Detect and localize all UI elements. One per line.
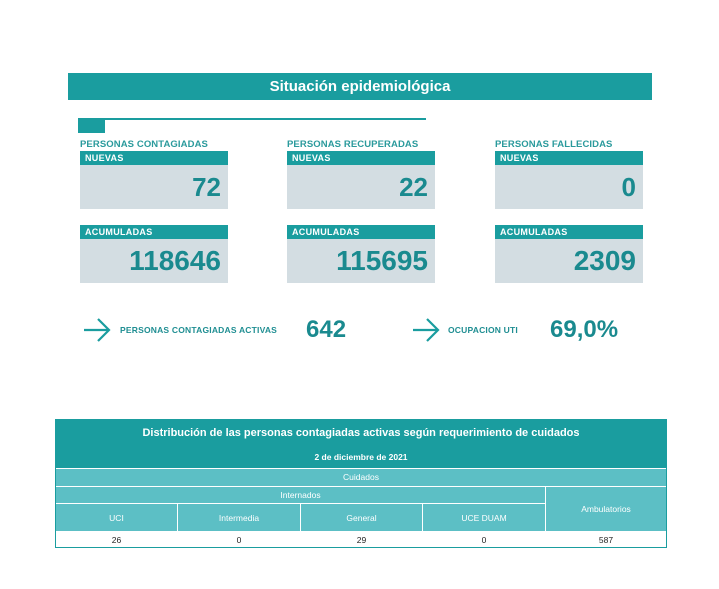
table-cell-intermedia: 0	[178, 532, 300, 547]
accumulated-header: ACUMULADAS	[495, 225, 643, 239]
arrow-right-icon	[413, 318, 440, 342]
table-cell-ambulatorios: 587	[546, 532, 666, 547]
group-recuperadas: PERSONAS RECUPERADAS NUEVAS 22 ACUMULADA…	[287, 138, 435, 283]
new-header: NUEVAS	[80, 151, 228, 165]
internados-header: Internados	[56, 487, 545, 503]
group-label: PERSONAS RECUPERADAS	[287, 139, 419, 150]
ambulatorios-header: Ambulatorios	[546, 487, 666, 531]
column-header: UCI	[56, 504, 177, 531]
accumulated-value: 115695	[287, 239, 435, 283]
uti-value: 69,0%	[550, 316, 619, 343]
uti-label: OCUPACION UTI	[448, 325, 518, 335]
column-header: General	[301, 504, 422, 531]
title-accent-block	[78, 119, 105, 133]
column-header: UCE DUAM	[423, 504, 545, 531]
care-distribution-table: Distribución de las personas contagiadas…	[55, 419, 667, 548]
table-title: Distribución de las personas contagiadas…	[56, 420, 666, 446]
cuidados-header: Cuidados	[56, 468, 666, 486]
new-header: NUEVAS	[287, 151, 435, 165]
table-cell-uce-duam: 0	[423, 532, 545, 547]
title-underline	[78, 118, 426, 120]
column-header: Intermedia	[178, 504, 300, 531]
accumulated-header: ACUMULADAS	[80, 225, 228, 239]
new-value: 22	[287, 165, 435, 209]
arrow-right-icon	[84, 318, 111, 342]
new-value: 0	[495, 165, 643, 209]
active-cases-label: PERSONAS CONTAGIADAS ACTIVAS	[120, 325, 278, 335]
table-date: 2 de diciembre de 2021	[56, 446, 666, 468]
new-value: 72	[80, 165, 228, 209]
group-contagiadas: PERSONAS CONTAGIADAS NUEVAS 72 ACUMULADA…	[80, 138, 228, 283]
active-cases-value: 642	[306, 316, 347, 343]
group-label: PERSONAS CONTAGIADAS	[80, 139, 208, 150]
accumulated-header: ACUMULADAS	[287, 225, 435, 239]
accumulated-value: 2309	[495, 239, 643, 283]
table-cell-uci: 26	[56, 532, 177, 547]
page-title: Situación epidemiológica	[68, 73, 652, 100]
new-header: NUEVAS	[495, 151, 643, 165]
group-label: PERSONAS FALLECIDAS	[495, 139, 613, 150]
table-cell-general: 29	[301, 532, 422, 547]
group-fallecidas: PERSONAS FALLECIDAS NUEVAS 0 ACUMULADAS …	[495, 138, 643, 283]
accumulated-value: 118646	[80, 239, 228, 283]
